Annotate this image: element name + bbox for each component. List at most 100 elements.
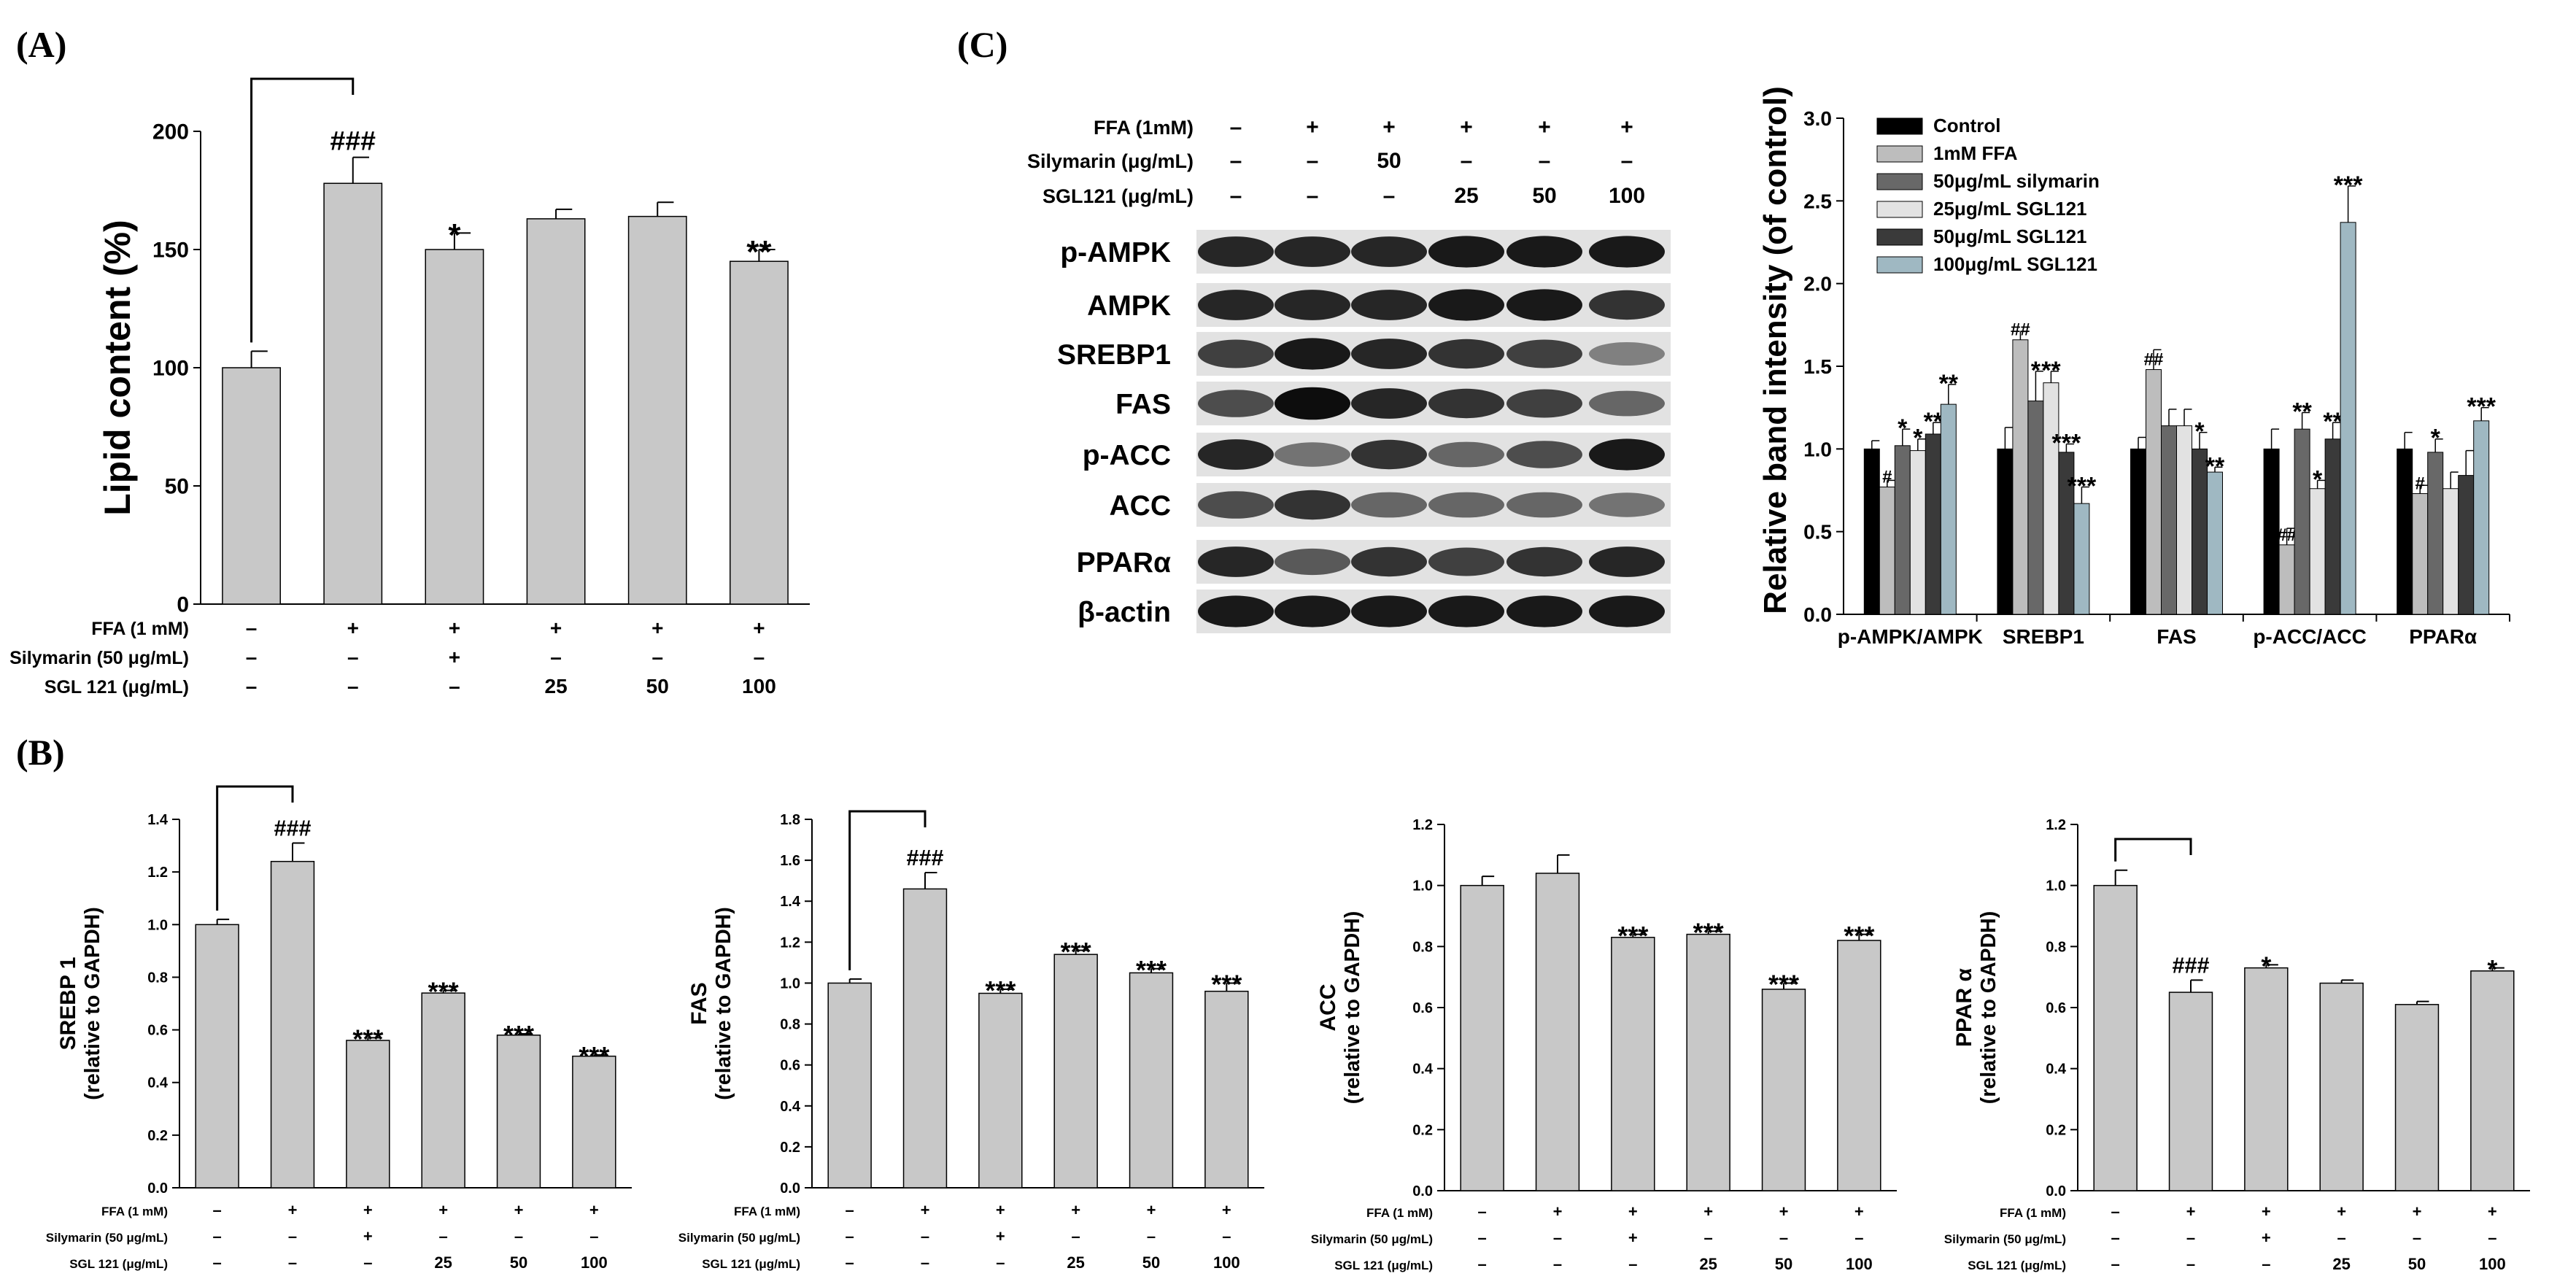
y-tick-label: 0.0 — [2046, 1183, 2066, 1199]
significance-label: ** — [2292, 398, 2312, 425]
y-tick-label: 0.0 — [147, 1180, 168, 1197]
comparison-bracket — [216, 785, 294, 911]
blot-protein-label: p-ACC — [1083, 440, 1171, 471]
treatment-cell: + — [2262, 1229, 2271, 1247]
y-tick-label: 0.2 — [147, 1128, 168, 1144]
y-tick-label: 1.2 — [147, 865, 168, 881]
legend-label: 1mM FFA — [1933, 142, 2018, 164]
comparison-bracket — [250, 77, 355, 343]
treatment-cell: + — [347, 617, 359, 639]
treatment-cell: – — [246, 617, 258, 639]
blot-treatment-label: Silymarin (μg/mL) — [1027, 150, 1194, 172]
blot-treatment-cell: + — [1620, 115, 1633, 139]
blot-treatment-cell: 50 — [1377, 149, 1401, 173]
treatment-cell: + — [438, 1201, 448, 1219]
bar — [2073, 503, 2090, 615]
treatment-cell: – — [550, 646, 562, 668]
significance-label: ## — [2277, 525, 2297, 545]
y-tick-label: 3.0 — [1803, 107, 1832, 130]
significance-label: ### — [906, 846, 943, 870]
blot-band — [1589, 390, 1665, 417]
treatment-cell: – — [1147, 1227, 1156, 1245]
blot-band — [1351, 339, 1427, 369]
significance-label: # — [2416, 474, 2425, 494]
treatment-cell: – — [213, 1201, 222, 1219]
treatment-cell: + — [1222, 1201, 1231, 1219]
treatment-cell: 25 — [2332, 1255, 2350, 1273]
significance-label: *** — [1768, 970, 1799, 1000]
blot-band — [1589, 236, 1665, 268]
y-tick-label: 1.2 — [2046, 817, 2066, 833]
blot-band — [1198, 236, 1274, 267]
y-tick-label: 50 — [165, 475, 189, 499]
blot-band — [1275, 595, 1350, 627]
treatment-cell: + — [1071, 1201, 1080, 1219]
blot-band — [1506, 389, 1582, 418]
treatment-cell: – — [288, 1227, 297, 1245]
blot-band — [1198, 390, 1274, 417]
blot-band — [1198, 546, 1274, 577]
treatment-cell: – — [921, 1227, 929, 1245]
x-tick-label: FAS — [2157, 625, 2196, 648]
treatment-cell: + — [449, 646, 460, 668]
bar — [346, 1040, 390, 1189]
blot-band — [1589, 595, 1665, 627]
legend-label: 100μg/mL SGL121 — [1933, 253, 2097, 275]
comparison-bracket — [848, 810, 927, 970]
blot-treatment-cell: – — [1307, 184, 1319, 208]
significance-label: ### — [274, 816, 311, 840]
bar — [730, 260, 789, 605]
blot-treatment-cell: + — [1460, 115, 1473, 139]
legend-swatch — [1876, 228, 1923, 246]
treatment-cell: + — [449, 617, 460, 639]
bar — [2146, 369, 2162, 615]
chart-acc: 0.0 0.2 0.4 0.6 0.8 1.0 1.2 ACC (relative to GAP… — [1311, 817, 1897, 1273]
treatment-cell: 100 — [2479, 1255, 2506, 1273]
y-tick-label: 0.8 — [1412, 939, 1433, 955]
y-tick-label: 1.8 — [780, 812, 800, 828]
blot-band — [1351, 595, 1427, 627]
bar — [526, 218, 586, 605]
blot-treatment-cell: + — [1306, 115, 1319, 139]
y-tick-label: 1.0 — [780, 975, 800, 992]
blot-band — [1506, 492, 1582, 518]
legend-swatch — [1876, 117, 1923, 135]
bar — [496, 1035, 541, 1189]
blot-band — [1198, 290, 1274, 320]
blot-band — [1351, 290, 1427, 320]
panel-label-b: (B) — [16, 732, 65, 773]
significance-label: * — [2194, 418, 2205, 446]
y-axis-label: PPAR α — [1952, 967, 1976, 1046]
y-tick-label: 200 — [152, 120, 189, 144]
treatment-cell: – — [288, 1253, 297, 1272]
significance-label: * — [2031, 357, 2041, 384]
significance-label: * — [2261, 951, 2271, 981]
treatment-cell: – — [2186, 1255, 2195, 1273]
y-tick-label: 0.5 — [1803, 521, 1832, 544]
y-tick-label: 2.5 — [1803, 190, 1832, 212]
treatment-cell: – — [2111, 1255, 2120, 1273]
y-tick-label: 0.8 — [780, 1017, 800, 1033]
blot-band — [1351, 388, 1427, 419]
treatment-cell: – — [846, 1227, 854, 1245]
blot-band — [1351, 492, 1427, 518]
treatment-cell: + — [2488, 1202, 2497, 1221]
treatment-cell: + — [753, 617, 765, 639]
bar — [1863, 448, 1880, 615]
y-axis-label: ACC — [1316, 984, 1340, 1032]
treatment-cell: + — [1628, 1229, 1638, 1247]
significance-label: *** — [1844, 921, 1874, 951]
bar — [2244, 967, 2289, 1191]
blot-band — [1198, 339, 1274, 368]
treatment-row-label: Silymarin (50 μg/mL) — [1311, 1232, 1433, 1246]
treatment-cell: – — [347, 646, 359, 668]
treatment-cell: + — [1628, 1202, 1638, 1221]
treatment-cell: – — [1222, 1227, 1231, 1245]
y-tick-label: 1.2 — [780, 935, 800, 951]
blot-band — [1428, 339, 1504, 369]
significance-label: *** — [352, 1024, 383, 1054]
bar — [1053, 954, 1098, 1189]
significance-label: *** — [1693, 918, 1724, 948]
treatment-cell: + — [288, 1201, 298, 1219]
significance-label: *** — [1061, 937, 1091, 967]
